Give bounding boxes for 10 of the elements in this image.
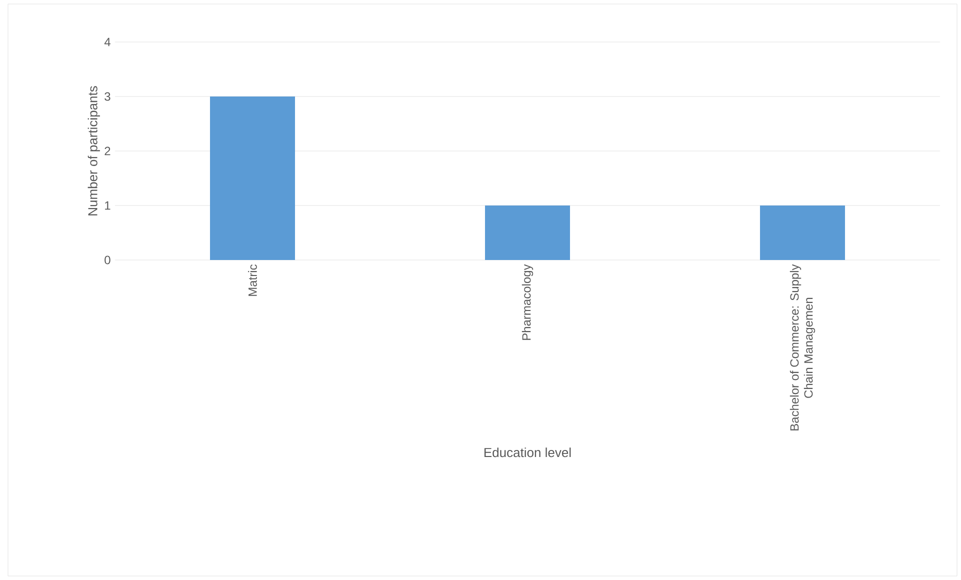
- x-axis-title: Education level: [484, 448, 571, 458]
- x-tick-label: Bachelor of Commerce: Supply Chain Managemen: [790, 264, 816, 430]
- x-tick-label: Matric: [248, 264, 257, 296]
- x-tick-label: Pharmacology: [522, 264, 534, 340]
- y-tick-label: 3: [104, 92, 110, 101]
- y-tick-label: 0: [104, 256, 110, 264]
- y-axis-title: Number of participants: [88, 86, 100, 216]
- y-tick-label: 2: [104, 146, 110, 156]
- y-tick-label: 1: [105, 201, 110, 210]
- y-tick-label: 4: [104, 38, 110, 46]
